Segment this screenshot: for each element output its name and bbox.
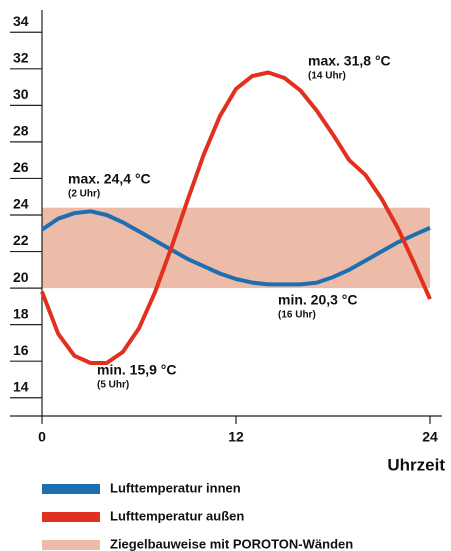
annotation-sub: (14 Uhr) xyxy=(308,71,346,82)
y-tick-label: 24 xyxy=(13,196,29,212)
legend-label: Ziegelbauweise mit POROTON-Wänden xyxy=(110,536,353,551)
legend-label: Lufttemperatur außen xyxy=(110,508,244,523)
legend-swatch xyxy=(42,512,100,522)
annotation: max. 24,4 °C xyxy=(68,171,151,187)
x-tick-label: 0 xyxy=(38,429,46,445)
x-tick-label: 24 xyxy=(422,429,438,445)
y-tick-label: 16 xyxy=(13,342,29,358)
y-tick-label: 22 xyxy=(13,232,29,248)
band xyxy=(42,207,430,289)
annotation: min. 20,3 °C xyxy=(278,292,358,308)
y-tick-label: 28 xyxy=(13,123,29,139)
legend-swatch xyxy=(42,484,100,494)
legend-label: Lufttemperatur innen xyxy=(110,480,241,495)
annotation-sub: (5 Uhr) xyxy=(97,380,129,391)
annotation-sub: (2 Uhr) xyxy=(68,189,100,200)
line-series xyxy=(40,209,431,287)
y-tick-label: 32 xyxy=(13,50,29,66)
x-tick-label: 12 xyxy=(228,429,244,445)
y-tick-label: 18 xyxy=(13,305,29,321)
x-axis-label: Uhrzeit xyxy=(387,455,445,474)
annotation-sub: (16 Uhr) xyxy=(278,310,316,321)
y-tick-label: 20 xyxy=(13,269,29,285)
line-series xyxy=(40,70,432,365)
legend-swatch xyxy=(42,540,100,550)
y-tick-label: 34 xyxy=(13,13,29,29)
annotation: min. 15,9 °C xyxy=(97,362,177,378)
y-tick-label: 14 xyxy=(13,378,29,394)
y-tick-label: 26 xyxy=(13,159,29,175)
annotation: max. 31,8 °C xyxy=(308,53,391,69)
y-tick-label: 30 xyxy=(13,86,29,102)
